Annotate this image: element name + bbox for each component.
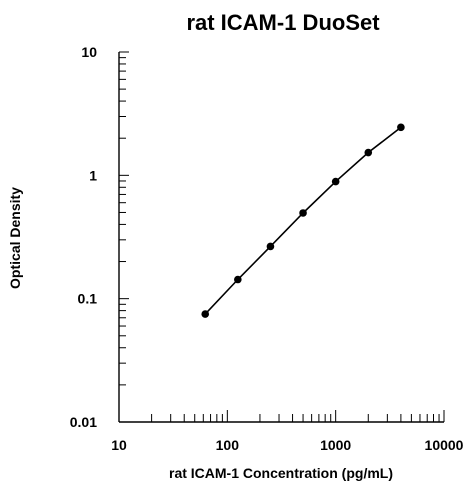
plot-area: [201, 123, 405, 318]
x-tick-label: 10000: [425, 437, 464, 453]
data-point: [299, 209, 307, 217]
data-point: [364, 148, 373, 157]
y-tick-label: 0.01: [70, 414, 97, 430]
x-tick-label: 10: [111, 437, 127, 453]
x-axis-label: rat ICAM-1 Concentration (pg/mL): [169, 465, 393, 481]
data-point: [266, 242, 275, 251]
y-tick-label: 0.1: [78, 291, 98, 307]
y-tick-label: 10: [81, 44, 97, 60]
tick-labels: 10 100 1000 10000 0.01 0.1 1 10: [70, 44, 464, 453]
x-tick-label: 1000: [320, 437, 351, 453]
chart-title: rat ICAM-1 DuoSet: [186, 10, 380, 35]
y-tick-label: 1: [89, 167, 97, 183]
x-tick-label: 100: [216, 437, 240, 453]
axes: [118, 52, 444, 423]
data-point: [234, 275, 242, 284]
data-point: [397, 123, 405, 132]
y-axis-label: Optical Density: [7, 187, 23, 289]
data-point: [201, 310, 210, 318]
ticks: [118, 51, 445, 423]
series-line: [204, 126, 402, 315]
data-point: [331, 177, 340, 186]
